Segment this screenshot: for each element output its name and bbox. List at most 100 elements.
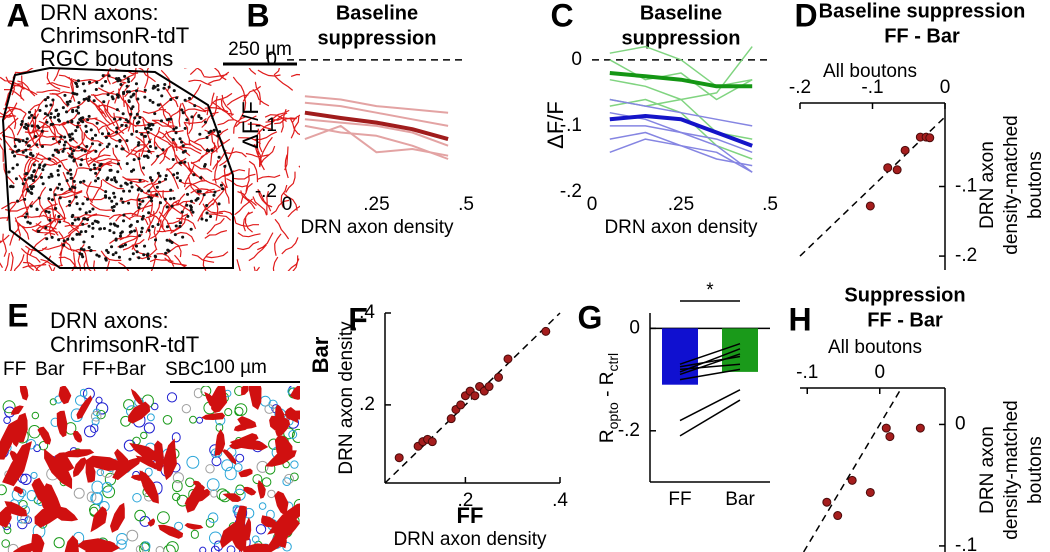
data-point — [503, 354, 513, 364]
data-point — [394, 453, 404, 463]
y-axis-label: boutons — [1025, 151, 1046, 219]
data-point — [446, 414, 456, 424]
y-axis-label-part: R — [597, 429, 618, 443]
y-axis-label-part: opto — [605, 402, 621, 429]
paired-line — [679, 363, 741, 371]
panel-label: A — [6, 0, 29, 33]
chart-title: Baseline — [336, 2, 418, 24]
x-tick-label: Bar — [725, 489, 755, 510]
panel-label: G — [578, 299, 603, 335]
x-tick-label: -.1 — [796, 362, 818, 383]
x-tick-label: 0 — [874, 362, 885, 383]
data-point — [822, 497, 832, 507]
bar — [662, 328, 698, 385]
chart-title: suppression — [318, 27, 437, 49]
panel-label: D — [794, 0, 817, 33]
y-tick-label: 0 — [955, 413, 966, 434]
x-tick-label: -.1 — [861, 77, 883, 98]
data-point — [925, 133, 935, 143]
data-point — [427, 437, 437, 447]
x-axis-label: All boutons — [823, 61, 917, 82]
scale-bar-label: 250 µm — [228, 39, 292, 60]
paired-line — [679, 353, 741, 376]
y-axis-label: Ropto - Rctrl — [597, 353, 621, 443]
data-point — [833, 511, 843, 521]
y-tick-label: -.1 — [255, 115, 277, 136]
y-axis-label: DRN axon — [977, 426, 998, 514]
x-tick-label: .5 — [762, 194, 778, 215]
x-tick-label: -.2 — [789, 77, 811, 98]
y-tick-label: 0 — [571, 49, 582, 70]
y-tick-label: -.1 — [955, 176, 977, 197]
x-axis-label: DRN axon density — [300, 217, 454, 238]
bouton-dots — [7, 74, 227, 262]
panel-label: B — [246, 0, 269, 33]
y-tick-label: .4 — [359, 302, 375, 323]
data-point — [881, 423, 891, 433]
series-line — [304, 95, 449, 114]
data-point — [883, 163, 893, 173]
series-line — [609, 59, 753, 101]
y-axis-label-part: ctrl — [605, 353, 621, 372]
panel-label: C — [550, 0, 573, 33]
x-axis-label-highlight: FF — [457, 503, 484, 528]
identity-line — [802, 387, 903, 552]
data-point — [541, 326, 551, 336]
y-tick-label: -.1 — [955, 535, 977, 552]
data-point — [885, 432, 895, 442]
data-point — [915, 423, 925, 433]
legend-entry: FF+Bar — [82, 359, 147, 380]
series-line — [609, 98, 753, 127]
series-line — [609, 98, 753, 160]
data-point — [484, 382, 494, 392]
y-axis-label-part: - R — [597, 372, 618, 403]
legend-entry: FF — [3, 359, 26, 380]
chart-title: FF - Bar — [884, 25, 960, 47]
series-line — [609, 114, 753, 148]
legend-entry: Bar — [35, 359, 65, 380]
series-line — [609, 45, 753, 88]
significance-mark: * — [706, 280, 714, 301]
x-tick-label: 0 — [940, 77, 951, 98]
series-line — [304, 101, 449, 127]
paired-line — [679, 399, 741, 437]
data-point — [865, 487, 875, 497]
y-axis-label: density-matched — [1001, 400, 1022, 539]
paired-line — [679, 368, 741, 381]
chart-title: suppression — [622, 27, 741, 49]
image-a — [0, 68, 300, 271]
image-caption: RGC boutons — [40, 46, 173, 71]
image-caption: DRN axons: — [50, 308, 169, 333]
panel-label: F — [348, 301, 368, 337]
data-point — [847, 475, 857, 485]
series-line — [609, 138, 753, 173]
y-tick-label: 0 — [266, 49, 277, 70]
y-axis-label: DRN axon — [977, 141, 998, 229]
y-tick-label: -.2 — [560, 181, 582, 202]
data-point — [900, 145, 910, 155]
y-axis-label: ΔF/F — [238, 101, 263, 149]
y-axis-label: DRN axon density — [336, 321, 357, 475]
panel-label: H — [788, 301, 811, 337]
y-axis-label-highlight: Bar — [308, 336, 333, 373]
x-tick-label: .25 — [363, 194, 389, 215]
chart-title: Baseline — [640, 2, 722, 24]
x-tick-label: .2 — [457, 490, 473, 511]
data-point — [865, 201, 875, 211]
x-axis-label: All boutons — [828, 337, 922, 358]
image-caption: ChrimsonR-tdT — [40, 23, 189, 48]
x-tick-label: .4 — [552, 490, 568, 511]
y-tick-label: -.2 — [255, 181, 277, 202]
y-tick-label: -.2 — [955, 245, 977, 266]
y-tick-label: -.1 — [560, 115, 582, 136]
series-line — [609, 71, 753, 89]
x-axis-label: DRN axon density — [393, 529, 547, 550]
x-axis-label: DRN axon density — [604, 217, 758, 238]
y-tick-label: 0 — [629, 317, 640, 338]
axon-blobs — [0, 386, 300, 552]
y-axis-label: density-matched — [1001, 115, 1022, 254]
series-line — [304, 118, 449, 147]
paired-line — [679, 389, 741, 422]
image-e — [0, 386, 300, 552]
